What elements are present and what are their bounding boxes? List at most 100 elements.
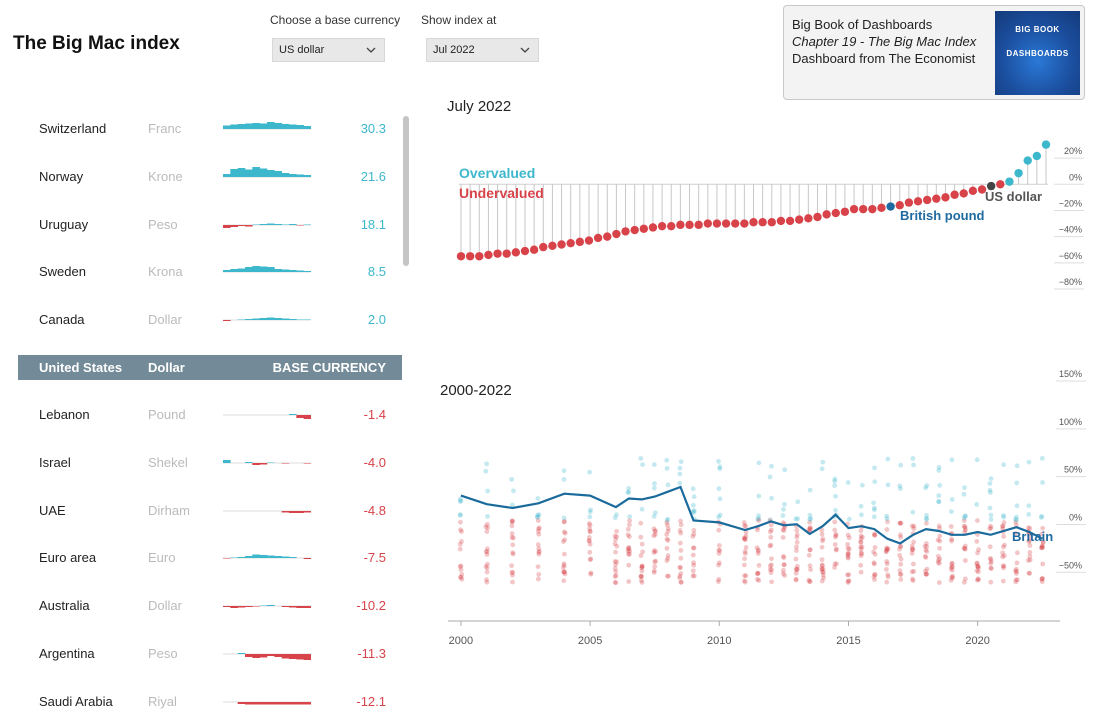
country-point <box>872 551 878 557</box>
country-point <box>627 514 633 519</box>
country-point <box>846 546 852 552</box>
sparkline-bar <box>296 125 304 129</box>
lollipop-point <box>621 227 630 236</box>
country-point <box>716 543 722 548</box>
country-point <box>975 564 981 569</box>
country-point <box>457 499 463 504</box>
lollipop-point <box>932 194 941 203</box>
country-point <box>924 520 929 526</box>
lollipop-point <box>950 190 959 199</box>
country-point <box>949 538 955 544</box>
country-point <box>808 567 813 572</box>
country-point <box>807 547 813 553</box>
country-point <box>691 531 697 537</box>
country-point <box>807 579 812 584</box>
country-point <box>665 516 671 522</box>
currency-name: Euro <box>148 550 176 566</box>
country-point <box>807 487 813 493</box>
country-row-argentina[interactable]: Argentina Peso -11.3 <box>18 630 402 678</box>
book-text: Big Book of Dashboards Chapter 19 - The … <box>792 16 976 67</box>
country-point <box>1001 513 1006 518</box>
lollipop-point <box>740 219 749 228</box>
lollipop-point <box>548 241 557 250</box>
country-point <box>652 564 658 569</box>
country-point <box>974 502 980 507</box>
sparkline-bar <box>237 167 246 177</box>
country-point <box>858 528 864 534</box>
country-point <box>536 546 542 551</box>
country-point <box>769 495 774 501</box>
country-point <box>1040 525 1046 531</box>
country-point <box>871 531 877 537</box>
base-currency-select[interactable]: US dollar <box>272 38 385 62</box>
country-row-norway[interactable]: Norway Krone 21.6 <box>18 153 402 201</box>
country-row-lebanon[interactable]: Lebanon Pound -1.4 <box>18 391 402 439</box>
country-point <box>741 562 747 568</box>
country-point <box>898 486 903 492</box>
index-value: -1.4 <box>363 407 386 422</box>
country-row-saudi-arabia[interactable]: Saudi Arabia Riyal -12.1 <box>18 678 402 726</box>
country-point <box>588 556 594 562</box>
country-row-sweden[interactable]: Sweden Krona 8.5 <box>18 248 402 296</box>
sparkline-bar <box>303 654 311 660</box>
currency-name: Krona <box>148 264 183 280</box>
country-point <box>819 567 825 573</box>
lollipop-point <box>813 212 822 222</box>
sparkline-bar <box>281 224 290 225</box>
book-info-card[interactable]: Big Book of Dashboards Chapter 19 - The … <box>783 5 1085 100</box>
list-scrollbar[interactable] <box>403 116 409 266</box>
country-row-uruguay[interactable]: Uruguay Peso 18.1 <box>18 201 402 249</box>
country-point <box>975 518 980 523</box>
country-point <box>948 577 954 583</box>
country-row-israel[interactable]: Israel Shekel -4.0 <box>18 439 402 487</box>
country-point <box>858 540 864 545</box>
sparkline-bar <box>252 701 260 705</box>
country-point <box>1001 565 1006 571</box>
country-point <box>1040 540 1046 546</box>
country-point <box>536 572 542 577</box>
country-row-euro-area[interactable]: Euro area Euro -7.5 <box>18 534 402 582</box>
country-point <box>832 542 838 547</box>
country-point <box>716 560 722 566</box>
base-currency-tag: BASE CURRENCY <box>272 360 386 375</box>
country-point <box>613 580 619 586</box>
sparkline-bar <box>245 701 253 705</box>
country-row-canada[interactable]: Canada Dollar 2.0 <box>18 296 402 344</box>
lollipop-point <box>868 204 877 214</box>
country-point <box>832 483 838 489</box>
base-currency-row[interactable]: United States Dollar BASE CURRENCY <box>18 355 402 380</box>
lollipop-point <box>529 245 539 254</box>
country-point <box>457 512 463 518</box>
country-point <box>536 528 541 534</box>
country-point <box>910 546 915 552</box>
country-point <box>691 562 697 568</box>
country-point <box>755 551 761 556</box>
show-index-select[interactable]: Jul 2022 <box>426 38 539 62</box>
sparkline-bar <box>281 701 290 705</box>
country-point <box>794 534 800 540</box>
country-point <box>1039 576 1045 582</box>
country-point <box>1014 517 1019 523</box>
country-point <box>561 529 567 535</box>
country-point <box>691 573 697 579</box>
country-row-switzerland[interactable]: Switzerland Franc 30.3 <box>18 105 402 153</box>
country-point <box>1039 545 1045 551</box>
country-point <box>872 505 877 511</box>
country-point <box>652 481 657 486</box>
country-point <box>988 476 994 482</box>
country-point <box>987 526 993 532</box>
country-point <box>845 580 851 585</box>
country-point <box>612 559 618 564</box>
country-point <box>691 508 697 513</box>
country-point <box>665 555 671 561</box>
country-row-australia[interactable]: Australia Dollar -10.2 <box>18 582 402 630</box>
country-point <box>626 486 632 491</box>
country-point <box>755 570 761 576</box>
country-point <box>1027 570 1033 576</box>
country-point <box>665 526 671 532</box>
country-row-uae[interactable]: UAE Dirham -4.8 <box>18 487 402 535</box>
sparkline-bar <box>245 319 253 321</box>
country-point <box>937 538 943 544</box>
country-point <box>858 562 864 568</box>
country-point <box>535 496 541 501</box>
